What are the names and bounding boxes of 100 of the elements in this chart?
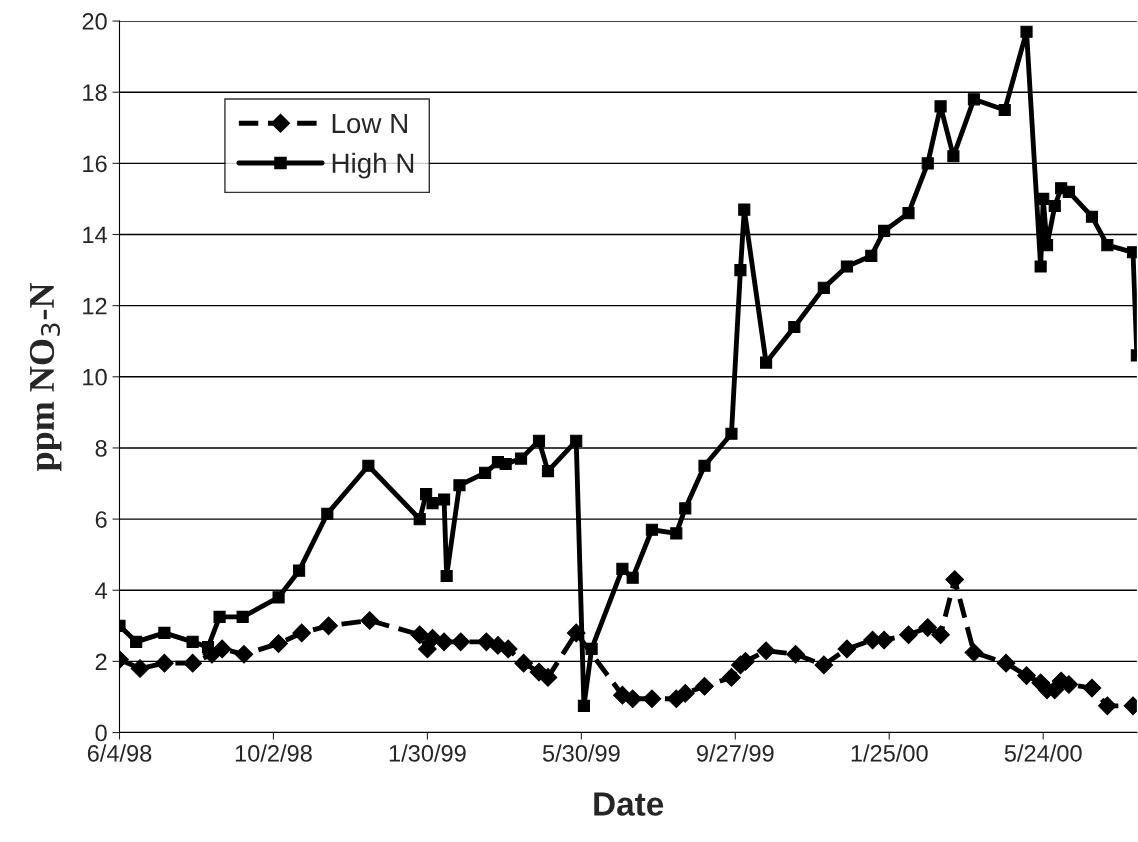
point bbox=[413, 513, 426, 526]
x-tick-label: 9/27/99 bbox=[697, 744, 774, 762]
point bbox=[186, 635, 199, 648]
point bbox=[642, 689, 662, 709]
point bbox=[498, 639, 518, 659]
point bbox=[878, 224, 891, 238]
point bbox=[934, 100, 947, 113]
point bbox=[321, 507, 334, 520]
point bbox=[679, 502, 692, 515]
y-tick-label: 16 bbox=[83, 155, 107, 173]
point bbox=[670, 527, 683, 540]
point bbox=[695, 676, 714, 696]
point bbox=[1062, 185, 1075, 198]
point bbox=[964, 643, 984, 662]
point bbox=[570, 434, 583, 447]
point bbox=[921, 157, 934, 170]
point bbox=[213, 610, 226, 623]
point bbox=[269, 634, 288, 653]
y-tick-label: 6 bbox=[95, 511, 107, 528]
point bbox=[434, 632, 454, 652]
point bbox=[1037, 192, 1050, 205]
point bbox=[616, 562, 629, 575]
point bbox=[362, 459, 375, 472]
point bbox=[996, 653, 1016, 673]
point bbox=[158, 626, 171, 640]
point bbox=[451, 632, 471, 652]
y-tick-label: 4 bbox=[95, 582, 107, 599]
point bbox=[155, 653, 174, 673]
x-tick-label: 5/24/00 bbox=[1004, 744, 1082, 762]
point bbox=[319, 616, 338, 636]
point bbox=[998, 103, 1011, 117]
point bbox=[1126, 246, 1137, 259]
point bbox=[293, 564, 306, 577]
point bbox=[788, 320, 801, 334]
point bbox=[201, 641, 215, 654]
point bbox=[1048, 199, 1061, 213]
point bbox=[541, 464, 555, 478]
point bbox=[438, 493, 451, 506]
point bbox=[183, 653, 202, 673]
point bbox=[538, 668, 558, 687]
y-tick-label: 12 bbox=[83, 297, 107, 315]
point bbox=[698, 459, 711, 472]
y-tick-label: 10 bbox=[83, 368, 107, 386]
point bbox=[440, 569, 453, 583]
y-tick-label: 8 bbox=[95, 440, 107, 457]
point bbox=[514, 653, 533, 673]
point bbox=[626, 571, 639, 584]
point bbox=[410, 625, 430, 645]
y-tick-label: 20 bbox=[82, 13, 107, 30]
point bbox=[1098, 696, 1117, 716]
point bbox=[899, 625, 918, 645]
point bbox=[840, 260, 853, 273]
point bbox=[786, 644, 805, 664]
point bbox=[931, 625, 950, 645]
point bbox=[1034, 260, 1047, 273]
point bbox=[947, 150, 960, 163]
point bbox=[236, 610, 249, 623]
point bbox=[675, 684, 695, 703]
point bbox=[292, 623, 312, 643]
y-tick-label: 2 bbox=[95, 653, 107, 670]
point bbox=[945, 570, 965, 589]
point bbox=[645, 523, 658, 536]
point bbox=[272, 591, 285, 604]
y-tick-label: 0 bbox=[95, 724, 107, 742]
point bbox=[1017, 666, 1036, 685]
point bbox=[1020, 25, 1033, 38]
x-tick-label: 1/25/00 bbox=[851, 744, 928, 762]
point bbox=[902, 207, 915, 220]
point bbox=[725, 427, 738, 440]
point bbox=[1101, 239, 1114, 252]
point bbox=[734, 264, 747, 277]
point bbox=[1085, 210, 1099, 223]
point bbox=[532, 434, 546, 447]
point bbox=[577, 699, 590, 712]
point bbox=[756, 641, 776, 661]
x-tick-label: 5/30/99 bbox=[542, 744, 620, 762]
point bbox=[837, 639, 857, 659]
point bbox=[918, 618, 938, 637]
point bbox=[212, 639, 232, 659]
point bbox=[453, 479, 466, 492]
point bbox=[865, 249, 878, 262]
point bbox=[623, 689, 643, 709]
point bbox=[499, 457, 512, 471]
x-tick-label: 6/4/98 bbox=[87, 744, 152, 762]
x-tick-label: 1/30/99 bbox=[389, 744, 466, 762]
point bbox=[817, 281, 830, 294]
point bbox=[234, 644, 254, 664]
legend-label: High N bbox=[332, 152, 414, 179]
y-axis-title: ppm NO$_{3}$-N bbox=[29, 282, 62, 471]
y-tick-label: 18 bbox=[83, 84, 107, 101]
point bbox=[585, 642, 598, 656]
point bbox=[360, 611, 380, 630]
point bbox=[814, 655, 834, 675]
y-tick-label: 14 bbox=[83, 226, 107, 244]
point bbox=[130, 635, 143, 648]
point bbox=[426, 497, 439, 510]
point bbox=[967, 93, 980, 106]
legend-label: Low N bbox=[332, 113, 407, 134]
point bbox=[722, 668, 741, 687]
point bbox=[514, 452, 528, 465]
